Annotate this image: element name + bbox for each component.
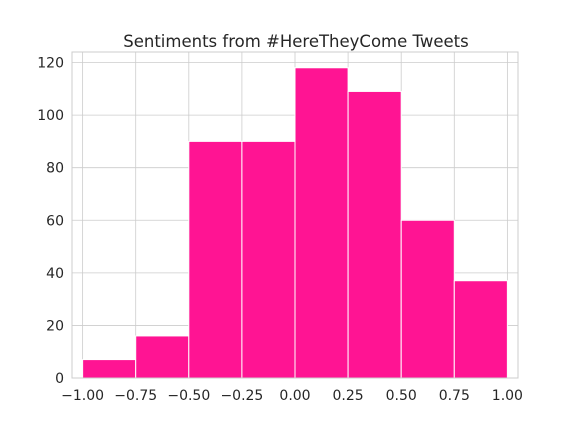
histogram-bar <box>453 280 508 379</box>
y-tick-label: 40 <box>46 266 64 282</box>
x-tick-label: −1.00 <box>61 388 104 404</box>
y-axis-ticks: 0 20 40 60 80 100 120 <box>37 56 64 387</box>
x-axis-ticks: −1.00 −0.75 −0.50 −0.25 0.00 0.25 0.50 0.75 1.00 <box>61 388 523 404</box>
x-tick-label: −0.50 <box>167 388 210 404</box>
histogram-bar <box>400 219 455 379</box>
histogram-bar <box>135 335 190 379</box>
x-tick-label: 0.00 <box>279 388 310 404</box>
plot-frame <box>71 51 519 379</box>
chart-title: Sentiments from #HereTheyCome Tweets <box>123 32 468 51</box>
x-tick-label: 0.75 <box>439 388 470 404</box>
histogram-bar <box>347 90 402 379</box>
x-tick-label: −0.25 <box>220 388 263 404</box>
y-tick-label: 80 <box>46 161 64 177</box>
histogram-bar <box>241 140 296 379</box>
y-tick-label: 100 <box>37 108 64 124</box>
x-tick-label: 0.25 <box>333 388 364 404</box>
y-tick-label: 120 <box>37 56 64 72</box>
x-tick-label: −0.75 <box>114 388 157 404</box>
histogram-bar <box>82 359 137 379</box>
histogram-bar <box>188 140 243 379</box>
y-tick-label: 0 <box>55 371 64 387</box>
y-tick-label: 60 <box>46 213 64 229</box>
histogram-bar <box>294 67 349 379</box>
y-tick-label: 20 <box>46 318 64 334</box>
x-tick-label: 0.50 <box>386 388 417 404</box>
x-tick-label: 1.00 <box>492 388 523 404</box>
bar-layer <box>82 67 508 379</box>
